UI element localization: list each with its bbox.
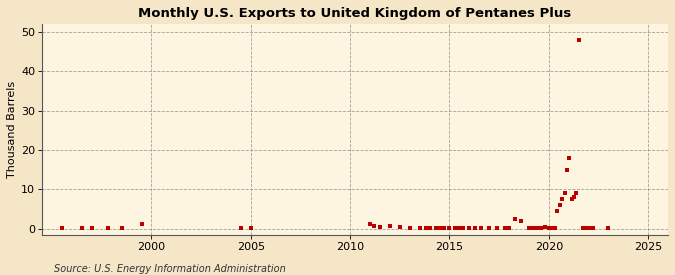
Point [492,225,503,230]
Point [560,191,570,196]
Point [577,225,588,230]
Point [551,209,562,213]
Point [579,225,590,230]
Point [421,225,431,230]
Point [587,225,598,230]
Point [524,225,535,230]
Point [516,219,526,223]
Point [545,225,556,230]
Point [539,224,550,229]
Point [375,224,385,229]
Point [438,225,449,230]
Title: Monthly U.S. Exports to United Kingdom of Pentanes Plus: Monthly U.S. Exports to United Kingdom o… [138,7,572,20]
Point [464,225,475,230]
Point [116,226,127,230]
Point [76,226,87,230]
Point [564,156,574,160]
Point [562,167,572,172]
Point [394,225,405,229]
Point [246,225,256,230]
Point [430,225,441,230]
Point [566,197,577,201]
Point [554,203,565,207]
Point [236,225,246,230]
Point [573,37,584,42]
Y-axis label: Thousand Barrels: Thousand Barrels [7,81,17,178]
Point [504,225,514,230]
Point [568,195,579,199]
Point [603,225,614,230]
Point [583,225,594,230]
Point [458,225,469,230]
Point [86,226,97,230]
Point [444,225,455,230]
Point [454,225,465,230]
Point [414,225,425,230]
Point [450,225,461,230]
Point [103,225,113,230]
Text: Source: U.S. Energy Information Administration: Source: U.S. Energy Information Administ… [54,264,286,274]
Point [510,217,520,221]
Point [500,225,510,230]
Point [57,226,68,230]
Point [385,223,396,228]
Point [484,225,495,230]
Point [535,225,546,230]
Point [570,191,581,196]
Point [528,225,539,230]
Point [424,225,435,230]
Point [136,221,147,226]
Point [470,225,481,230]
Point [556,197,567,201]
Point [549,225,560,230]
Point [543,225,554,230]
Point [547,225,558,230]
Point [531,225,542,230]
Point [476,225,487,230]
Point [404,225,415,230]
Point [364,221,375,226]
Point [434,225,445,230]
Point [369,224,379,228]
